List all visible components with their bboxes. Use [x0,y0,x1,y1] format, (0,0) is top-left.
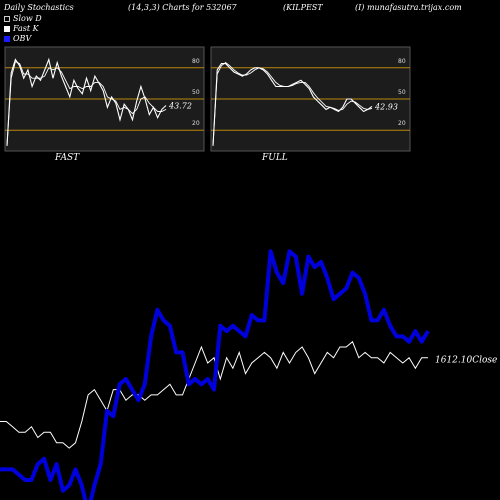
legend-obv-label: OBV [13,34,32,43]
full-series-line-0 [212,63,373,146]
fast-tick-label-20: 20 [192,120,200,127]
chart-params: (14,3,3) Charts for 532067 [128,3,237,12]
fast-last-value-label: 43.72 [168,102,192,111]
chart-source: (I) munafasutra.trijax.com [355,3,462,12]
full-tick-label-20: 20 [398,120,406,127]
legend-fast-k: Fast K [4,24,39,33]
legend-obv: OBV [4,34,31,43]
full-series-line-1 [212,62,373,146]
fast-tick-label-50: 50 [192,89,200,96]
close-series-line [0,340,428,449]
chart-title: Daily Stochastics [4,3,74,12]
full-panel-label: FULL [262,153,288,163]
legend-swatch-obv [4,36,10,42]
legend-swatch-slow-d [4,16,10,22]
legend-swatch-fast-k [4,26,10,32]
legend-slow-d-label: Slow D [13,14,42,23]
full-last-value-label: 42.93 [374,102,398,111]
chart-symbol: (KILPEST [283,3,323,12]
legend-slow-d: Slow D [4,14,42,23]
fast-tick-label-80: 80 [192,58,200,65]
full-tick-label-80: 80 [398,58,406,65]
fast-series-line-0 [6,57,167,146]
fast-series-line-1 [6,60,167,146]
legend-fast-k-label: Fast K [13,24,39,33]
full-tick-label-50: 50 [398,89,406,96]
fast-panel-label: FAST [55,153,80,163]
obv-series-line [0,249,430,500]
close-last-value-label: 1612.10Close [435,356,497,366]
